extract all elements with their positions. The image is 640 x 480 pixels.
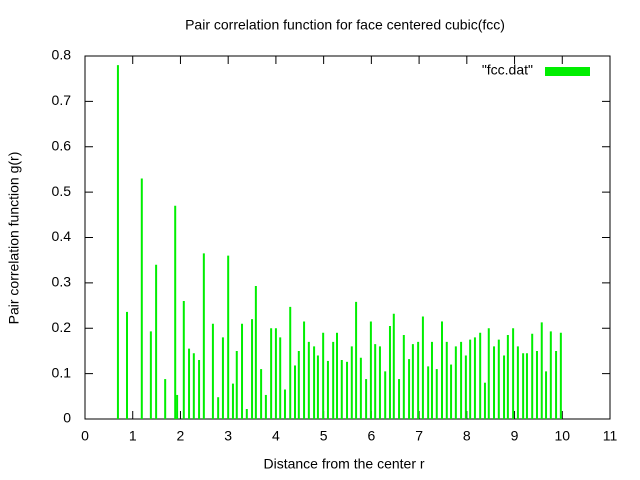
legend-swatch bbox=[545, 67, 590, 76]
y-tick-label: 0.7 bbox=[52, 92, 72, 108]
x-tick-label: 4 bbox=[272, 428, 280, 444]
x-tick-label: 8 bbox=[463, 428, 471, 444]
y-tick-label: 0.6 bbox=[52, 137, 72, 153]
y-tick-label: 0.4 bbox=[52, 228, 72, 244]
y-tick-label: 0.3 bbox=[52, 274, 72, 290]
x-tick-label: 3 bbox=[224, 428, 232, 444]
y-tick-label: 0.5 bbox=[52, 183, 72, 199]
y-tick-label: 0 bbox=[63, 410, 71, 426]
x-tick-label: 7 bbox=[415, 428, 423, 444]
y-tick-label: 0.8 bbox=[52, 47, 72, 63]
x-tick-label: 0 bbox=[81, 428, 89, 444]
legend-label: "fcc.dat" bbox=[482, 62, 533, 78]
x-tick-label: 6 bbox=[367, 428, 375, 444]
x-tick-label: 1 bbox=[129, 428, 137, 444]
chart-title: Pair correlation function for face cente… bbox=[185, 17, 505, 33]
y-axis-label: Pair correlation function g(r) bbox=[6, 152, 22, 325]
x-tick-label: 10 bbox=[554, 428, 570, 444]
x-tick-label: 11 bbox=[603, 428, 618, 444]
y-tick-label: 0.1 bbox=[52, 364, 72, 380]
x-axis-label: Distance from the center r bbox=[263, 456, 424, 472]
x-tick-label: 2 bbox=[177, 428, 185, 444]
y-tick-label: 0.2 bbox=[52, 319, 72, 335]
x-tick-label: 5 bbox=[320, 428, 328, 444]
x-tick-label: 9 bbox=[511, 428, 519, 444]
